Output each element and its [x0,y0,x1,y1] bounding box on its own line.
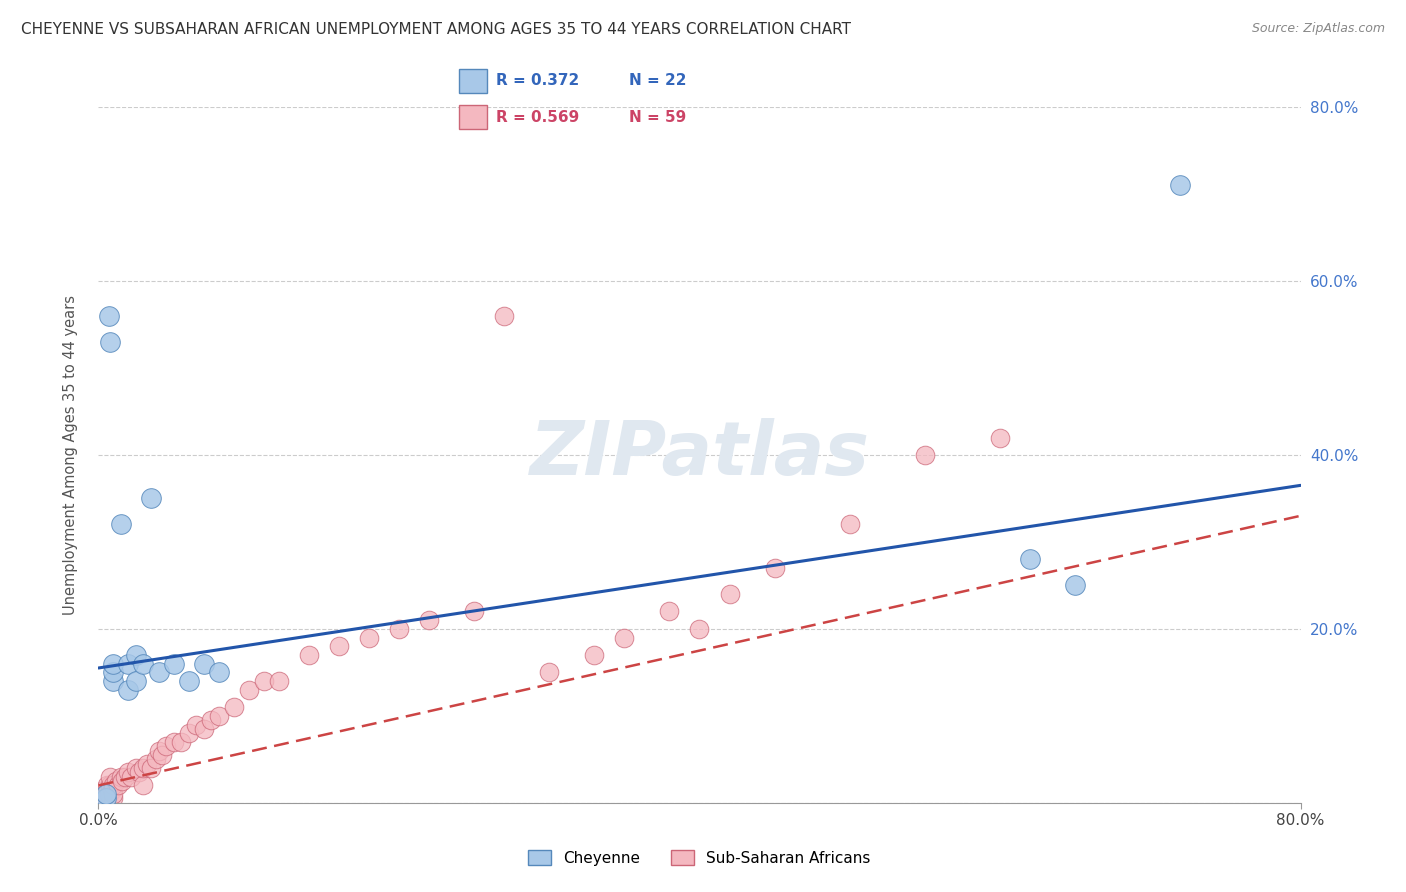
Point [418,613,440,627]
Point [139,761,162,775]
Point [132,761,155,775]
Point [267,674,290,689]
Point [718,587,741,601]
Point [658,605,681,619]
Point [914,448,936,462]
Text: ZIPatlas: ZIPatlas [530,418,869,491]
Point [388,622,411,636]
Text: Source: ZipAtlas.com: Source: ZipAtlas.com [1251,22,1385,36]
Point [117,682,139,697]
Point [94,791,117,805]
Point [463,605,485,619]
Point [162,735,184,749]
Point [200,713,222,727]
Text: CHEYENNE VS SUBSAHARAN AFRICAN UNEMPLOYMENT AMONG AGES 35 TO 44 YEARS CORRELATIO: CHEYENNE VS SUBSAHARAN AFRICAN UNEMPLOYM… [21,22,851,37]
Point [145,752,167,766]
Point [103,657,125,671]
Point [139,491,162,506]
Point [155,739,177,754]
Point [148,744,170,758]
Point [94,791,117,805]
Point [763,561,786,575]
Point [125,674,148,689]
Point [93,782,115,797]
Bar [460,105,486,129]
Point [90,791,112,805]
Point [162,657,184,671]
Point [100,334,122,349]
Point [110,770,132,784]
Point [100,770,122,784]
Text: R = 0.372: R = 0.372 [496,73,579,88]
Point [193,657,215,671]
Point [208,665,231,680]
Point [97,309,120,323]
Point [97,787,120,801]
Point [538,665,561,680]
Bar [460,69,486,93]
Text: R = 0.569: R = 0.569 [496,110,579,125]
Point [132,778,155,792]
Point [238,682,260,697]
Point [94,787,117,801]
Point [689,622,711,636]
Point [103,791,125,805]
Point [135,756,157,771]
Point [94,787,117,801]
Text: N = 59: N = 59 [630,110,686,125]
Point [193,722,215,736]
Point [125,761,148,775]
Point [100,778,122,792]
Point [838,517,860,532]
Point [117,657,139,671]
Text: N = 22: N = 22 [630,73,686,88]
Point [177,726,200,740]
Point [298,648,321,662]
Point [150,747,173,762]
Point [101,782,124,797]
Point [91,787,114,801]
Point [111,774,134,789]
Point [103,674,125,689]
Point [357,631,380,645]
Point [114,770,136,784]
Point [103,787,125,801]
Point [125,648,148,662]
Point [494,309,516,323]
Point [128,765,150,780]
Point [132,657,155,671]
Point [96,778,118,792]
Point [148,665,170,680]
Point [170,735,193,749]
Point [1064,578,1087,592]
Legend: Cheyenne, Sub-Saharan Africans: Cheyenne, Sub-Saharan Africans [522,844,877,871]
Point [253,674,276,689]
Point [103,778,125,792]
Point [988,431,1011,445]
Point [110,517,132,532]
Point [103,665,125,680]
Point [1170,178,1192,193]
Y-axis label: Unemployment Among Ages 35 to 44 years: Unemployment Among Ages 35 to 44 years [63,295,77,615]
Point [184,717,207,731]
Point [121,770,143,784]
Point [117,765,139,780]
Point [613,631,636,645]
Point [1019,552,1042,566]
Point [328,639,350,653]
Point [208,708,231,723]
Point [222,700,245,714]
Point [177,674,200,689]
Point [105,774,128,789]
Point [583,648,606,662]
Point [107,778,129,792]
Point [93,791,115,805]
